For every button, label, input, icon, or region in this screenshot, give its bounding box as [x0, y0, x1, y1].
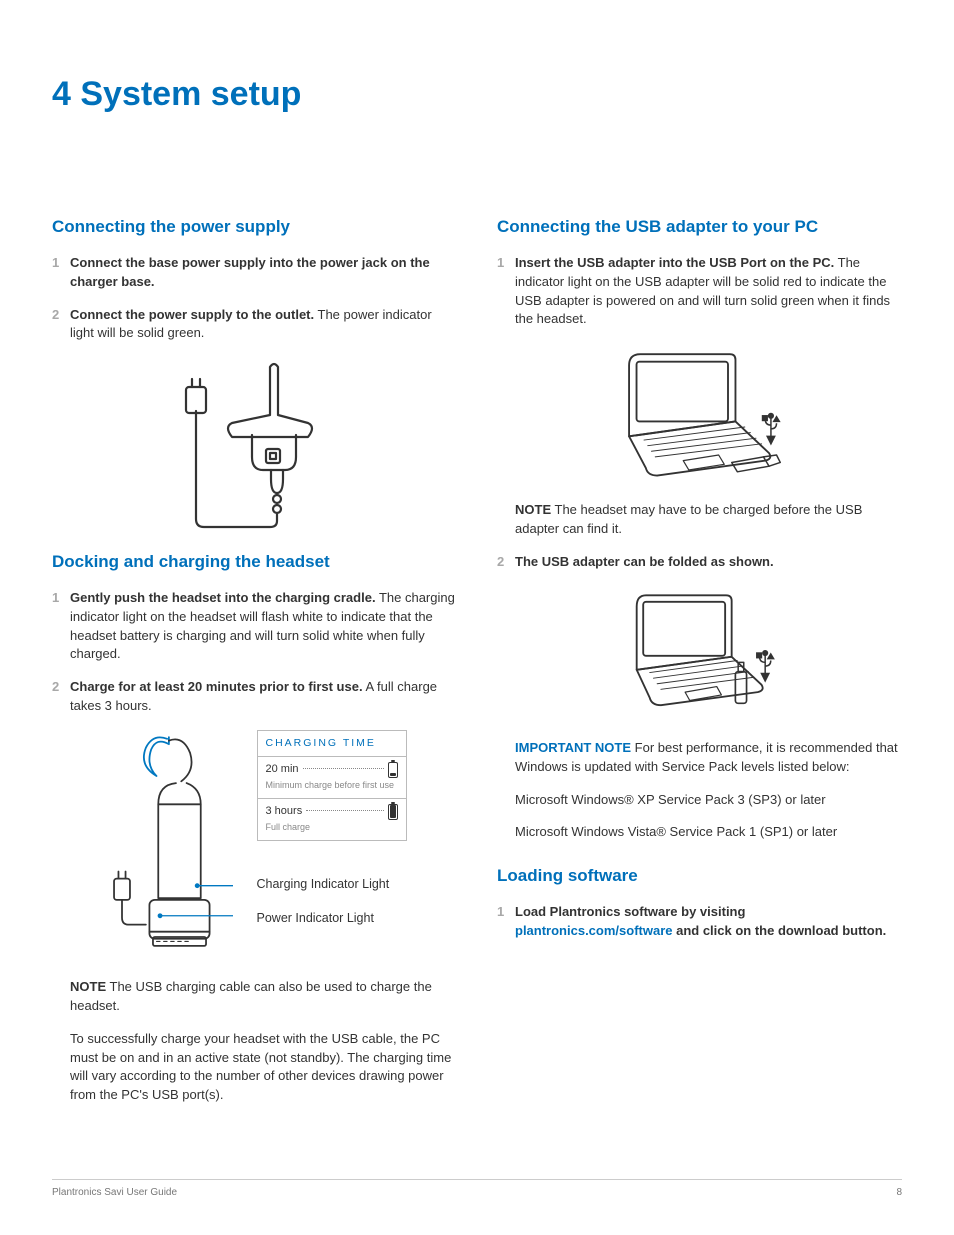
step-bold: Connect the power supply to the outlet.	[70, 307, 314, 322]
step-body: Load Plantronics software by visiting pl…	[515, 903, 902, 941]
charge-time: 3 hours	[266, 804, 303, 820]
step-item: 2 Connect the power supply to the outlet…	[52, 306, 457, 344]
diagram-right-panel: CHARGING TIME 20 min Minimum charge befo…	[257, 730, 407, 928]
page-title: 4 System setup	[52, 70, 902, 119]
note-label: NOTE	[70, 979, 106, 994]
battery-icon	[388, 804, 398, 820]
charge-sub: Full charge	[266, 821, 398, 834]
charging-time-table: CHARGING TIME 20 min Minimum charge befo…	[257, 730, 407, 841]
requirement-vista: Microsoft Windows Vista® Service Pack 1 …	[497, 823, 902, 842]
step-item: 2 Charge for at least 20 minutes prior t…	[52, 678, 457, 716]
callout-charging-light: Charging Indicator Light	[257, 875, 407, 893]
step-number: 2	[497, 553, 515, 572]
content-columns: Connecting the power supply 1 Connect th…	[52, 209, 902, 1119]
step-number: 1	[497, 903, 515, 941]
heading-usb-adapter: Connecting the USB adapter to your PC	[497, 215, 902, 240]
heading-power-supply: Connecting the power supply	[52, 215, 457, 240]
diagram-laptop-usb-insert	[497, 343, 902, 483]
dots-leader	[303, 768, 384, 769]
steps-power-supply: 1 Connect the base power supply into the…	[52, 254, 457, 343]
software-link[interactable]: plantronics.com/software	[515, 923, 672, 938]
charging-row: 20 min Minimum charge before first use	[258, 756, 406, 798]
step-text-post: and click on the download button.	[672, 923, 886, 938]
para-usb-charge-conditions: To successfully charge your headset with…	[52, 1030, 457, 1105]
note-text: The USB charging cable can also be used …	[70, 979, 432, 1013]
step-bold: The USB adapter can be folded as shown.	[515, 554, 774, 569]
heading-loading-software: Loading software	[497, 864, 902, 889]
callout-power-light: Power Indicator Light	[257, 909, 407, 927]
step-item: 2 The USB adapter can be folded as shown…	[497, 553, 902, 572]
charging-table-heading: CHARGING TIME	[258, 731, 406, 756]
step-item: 1 Insert the USB adapter into the USB Po…	[497, 254, 902, 329]
page-footer: Plantronics Savi User Guide 8	[52, 1179, 902, 1201]
step-bold: Charge for at least 20 minutes prior to …	[70, 679, 363, 694]
step-body: Connect the base power supply into the p…	[70, 254, 457, 292]
step-bold: Gently push the headset into the chargin…	[70, 590, 376, 605]
battery-icon	[388, 762, 398, 778]
step-body: Charge for at least 20 minutes prior to …	[70, 678, 457, 716]
step-body: The USB adapter can be folded as shown.	[515, 553, 902, 572]
diagram-power-base	[52, 357, 457, 532]
step-bold: Insert the USB adapter into the USB Port…	[515, 255, 834, 270]
left-column: Connecting the power supply 1 Connect th…	[52, 209, 457, 1119]
diagram-laptop-usb-folded	[497, 586, 902, 721]
step-number: 1	[52, 254, 70, 292]
step-number: 2	[52, 678, 70, 716]
step-bold: Connect the base power supply into the p…	[70, 255, 430, 289]
step-body: Gently push the headset into the chargin…	[70, 589, 457, 664]
step-number: 1	[52, 589, 70, 664]
charge-time: 20 min	[266, 762, 299, 778]
step-number: 1	[497, 254, 515, 329]
note-text: The headset may have to be charged befor…	[515, 502, 862, 536]
note-usb-cable: NOTE The USB charging cable can also be …	[52, 978, 457, 1016]
step-item: 1 Connect the base power supply into the…	[52, 254, 457, 292]
important-note-label: IMPORTANT NOTE	[515, 740, 631, 755]
charge-sub: Minimum charge before first use	[266, 779, 398, 792]
footer-title: Plantronics Savi User Guide	[52, 1186, 177, 1201]
steps-docking: 1 Gently push the headset into the charg…	[52, 589, 457, 716]
note-label: NOTE	[515, 502, 551, 517]
step-text-pre: Load Plantronics software by visiting	[515, 904, 745, 919]
requirement-xp: Microsoft Windows® XP Service Pack 3 (SP…	[497, 791, 902, 810]
charging-row: 3 hours Full charge	[258, 798, 406, 840]
step-item: 1 Gently push the headset into the charg…	[52, 589, 457, 664]
step-number: 2	[52, 306, 70, 344]
diagram-docking: CHARGING TIME 20 min Minimum charge befo…	[52, 730, 457, 960]
right-column: Connecting the USB adapter to your PC 1 …	[497, 209, 902, 1119]
footer-page-number: 8	[896, 1186, 902, 1201]
step-body: Connect the power supply to the outlet. …	[70, 306, 457, 344]
heading-docking: Docking and charging the headset	[52, 550, 457, 575]
step-body: Insert the USB adapter into the USB Port…	[515, 254, 902, 329]
important-note: IMPORTANT NOTE For best performance, it …	[497, 739, 902, 777]
step-item: 1 Load Plantronics software by visiting …	[497, 903, 902, 941]
note-charge-first: NOTE The headset may have to be charged …	[497, 501, 902, 539]
dots-leader	[306, 810, 383, 811]
